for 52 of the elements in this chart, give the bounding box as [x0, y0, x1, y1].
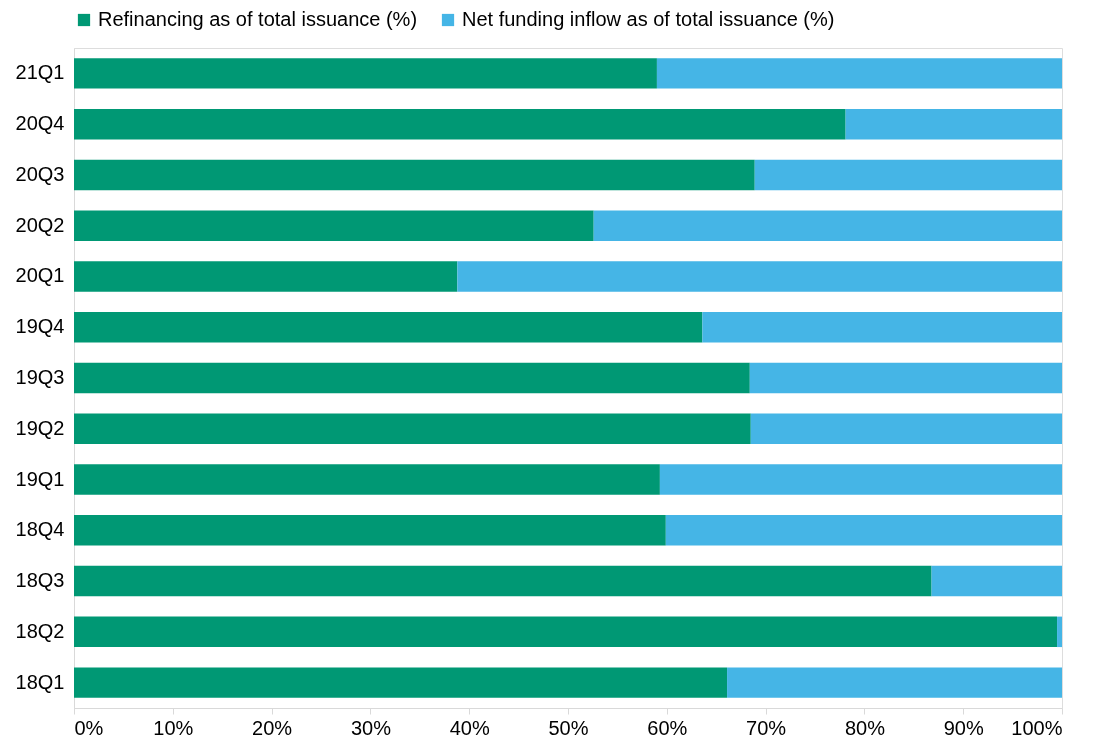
y-tick-label: 18Q1: [15, 670, 65, 693]
x-tick-label: 30%: [350, 716, 392, 739]
bar: [754, 159, 1062, 191]
y-tick-label: 19Q2: [15, 416, 65, 439]
bar: [74, 312, 703, 343]
bar: [1057, 616, 1062, 648]
x-tick-label: 50%: [548, 716, 589, 739]
x-tick-label: 90%: [943, 716, 984, 739]
x-tick-label: 100%: [1011, 716, 1063, 739]
x-tick-label: 70%: [746, 716, 787, 739]
y-tick-label: 18Q2: [15, 619, 65, 642]
bar: [74, 413, 751, 444]
y-tick-label: 21Q1: [15, 61, 65, 84]
x-tick-label: 60%: [647, 716, 688, 739]
x-tick-label: 80%: [844, 716, 886, 739]
bar: [457, 261, 1062, 292]
y-tick-label: 19Q3: [15, 366, 65, 388]
x-tick-label: 0%: [74, 716, 104, 739]
bar: [845, 108, 1062, 140]
bar: [750, 413, 1062, 444]
y-tick-label: 20Q4: [15, 112, 65, 135]
y-tick-label: 18Q3: [15, 569, 65, 592]
bar: [74, 616, 1058, 648]
y-tick-label: 20Q3: [15, 162, 65, 185]
x-tick-label: 20%: [252, 716, 293, 739]
bar: [931, 565, 1062, 597]
legend-label: Refinancing as of total issuance (%): [98, 8, 418, 30]
y-tick-label: 18Q4: [15, 518, 65, 541]
x-tick-label: 40%: [449, 716, 490, 739]
bar: [74, 515, 666, 546]
bar: [74, 261, 458, 292]
bar: [74, 159, 755, 191]
bar: [74, 108, 846, 140]
bar: [74, 58, 657, 89]
y-tick-label: 20Q2: [15, 213, 65, 236]
bar: [74, 210, 594, 241]
y-tick-label: 19Q1: [15, 467, 65, 490]
bar: [727, 667, 1062, 698]
bar: [593, 210, 1062, 241]
bar: [659, 464, 1062, 495]
y-tick-label: 20Q1: [15, 264, 65, 287]
bar: [702, 312, 1062, 343]
legend-label: Net funding inflow as of total issuance (%): [462, 8, 835, 30]
bar: [665, 515, 1062, 546]
bar: [74, 362, 750, 394]
bar: [74, 464, 660, 495]
bar: [749, 362, 1062, 394]
bar: [74, 565, 932, 597]
bar: [74, 667, 728, 698]
bar: [656, 58, 1062, 89]
y-tick-label: 19Q4: [15, 315, 65, 338]
x-tick-label: 10%: [153, 716, 194, 739]
